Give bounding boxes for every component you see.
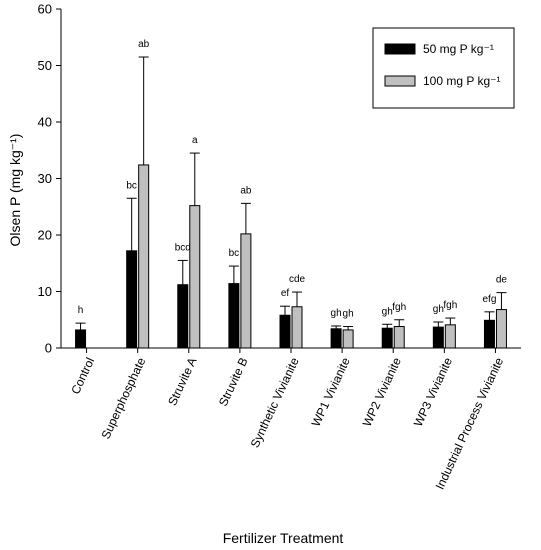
significance-label: bc	[126, 180, 137, 191]
x-tick-label: Control	[68, 355, 97, 396]
significance-label: bcd	[175, 242, 191, 253]
significance-label: gh	[343, 309, 354, 320]
bar	[291, 306, 303, 349]
legend-label-series-1: 50 mg P kg⁻¹	[423, 42, 494, 56]
significance-label: ab	[138, 39, 150, 50]
y-tick-label: 30	[38, 171, 52, 186]
bar	[177, 284, 189, 349]
y-tick-label: 60	[38, 2, 52, 17]
legend-swatch-series-2	[384, 75, 416, 87]
legend-swatch-series-1	[384, 43, 416, 55]
bar	[138, 164, 150, 349]
bar	[432, 326, 444, 349]
y-tick-label: 50	[38, 58, 52, 73]
bar	[381, 327, 393, 349]
bar	[75, 329, 87, 349]
x-tick-label: Synthetic Vivianite	[248, 355, 302, 450]
significance-label: fgh	[392, 302, 406, 313]
x-tick-label: WP3 Vivianite	[411, 355, 455, 429]
bar	[240, 233, 252, 349]
significance-label: de	[496, 275, 508, 286]
x-tick-label: Struvite A	[165, 355, 199, 407]
significance-label: gh	[433, 304, 444, 315]
bar	[495, 309, 507, 349]
bar	[228, 283, 240, 349]
y-tick-label: 20	[38, 228, 52, 243]
significance-label: h	[78, 305, 84, 316]
bar	[279, 314, 291, 349]
y-axis-label: Olsen P (mg kg⁻¹)	[7, 134, 23, 247]
x-axis-label: Fertilizer Treatment	[223, 530, 344, 546]
bar	[189, 205, 201, 349]
significance-label: fgh	[443, 300, 457, 311]
bar	[393, 326, 405, 349]
bar	[444, 324, 456, 349]
y-tick-label: 10	[38, 284, 52, 299]
legend-frame	[372, 27, 515, 109]
y-tick-label: 40	[38, 115, 52, 130]
x-tick-label: Superphosphate	[98, 355, 148, 441]
bar	[126, 250, 138, 349]
significance-label: gh	[382, 306, 393, 317]
x-tick-label: Struvite B	[216, 355, 251, 408]
y-tick-label: 0	[45, 341, 52, 356]
significance-label: ab	[240, 185, 252, 196]
x-tick-label: WP1 Vivianite	[309, 355, 353, 429]
bar	[342, 329, 354, 349]
bar	[483, 319, 495, 349]
significance-label: a	[192, 135, 198, 146]
significance-label: ef	[281, 288, 290, 299]
significance-label: gh	[331, 308, 342, 319]
legend-label-series-2: 100 mg P kg⁻¹	[423, 74, 500, 88]
significance-label: cde	[289, 274, 306, 285]
x-tick-label: WP2 Vivianite	[360, 355, 404, 429]
significance-label: bc	[229, 248, 240, 259]
legend: 50 mg P kg⁻¹ 100 mg P kg⁻¹	[372, 27, 515, 109]
significance-label: efg	[482, 294, 496, 305]
bar	[330, 328, 342, 349]
